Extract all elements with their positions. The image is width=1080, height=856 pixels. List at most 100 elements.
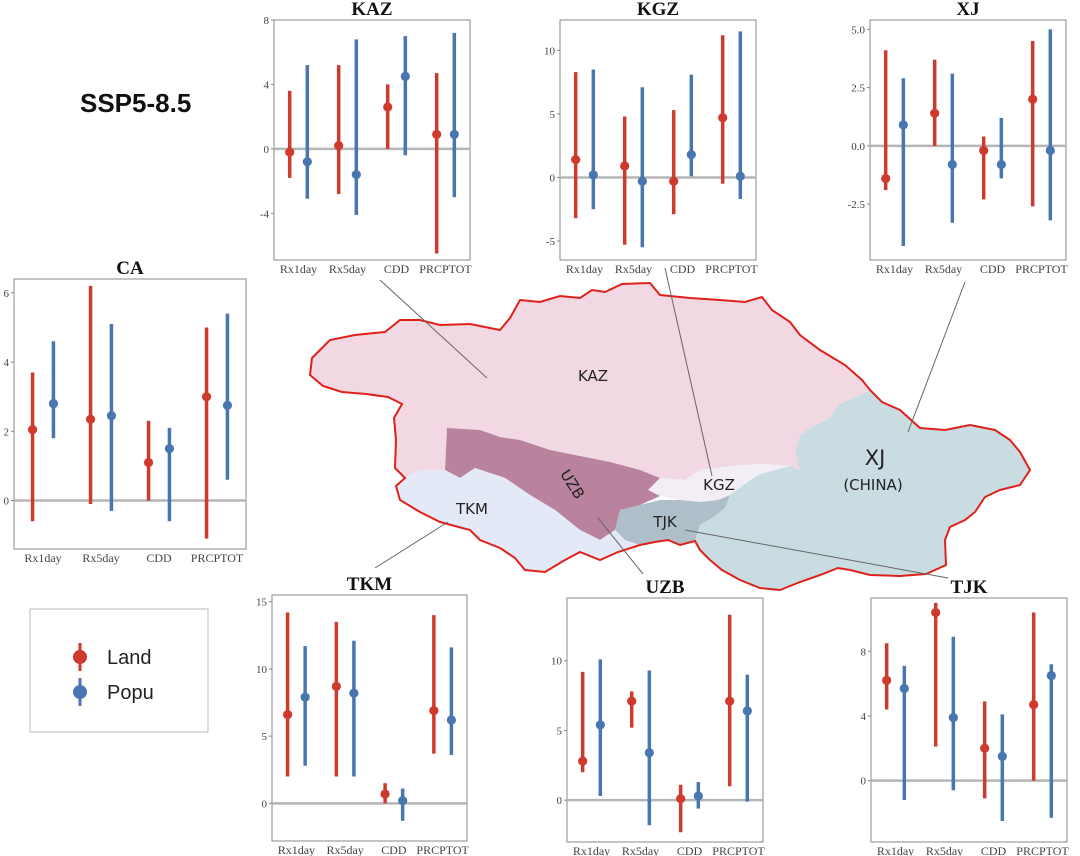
panel-frame-xj <box>869 19 1067 261</box>
panel-frame-uzb <box>566 597 764 843</box>
land-point <box>201 392 212 402</box>
panel-frame-ca <box>13 278 247 550</box>
x-tick-label: Rx1day <box>566 262 603 276</box>
y-tick-label: 0 <box>557 795 563 807</box>
x-tick-label: PRCPTOT <box>705 262 758 276</box>
panel-title-tjk: TJK <box>951 577 988 598</box>
y-tick-label: -2.5 <box>848 199 866 211</box>
y-tick-label: 5 <box>557 725 563 737</box>
x-tick-label: PRCPTOT <box>1015 262 1068 276</box>
x-tick-label: Rx1day <box>280 262 317 276</box>
x-tick-label: CDD <box>980 262 1006 276</box>
x-tick-label: Rx5day <box>329 262 366 276</box>
popu-point <box>300 692 310 702</box>
map-region-kaz <box>310 283 870 480</box>
land-point <box>380 789 390 799</box>
map-region-uzb <box>445 428 660 540</box>
land-point <box>283 710 293 720</box>
popu-point <box>449 129 459 139</box>
map-outer-border <box>308 281 1032 592</box>
panel-tjk: TJK 0 4 8 Rx1day Rx5day CDD PRCPTOT <box>861 577 1070 856</box>
land-point <box>432 129 442 139</box>
popu-point <box>400 71 410 81</box>
map-region-tkm <box>396 468 640 572</box>
land-point <box>669 176 679 186</box>
land-point <box>930 108 940 118</box>
map-region-tjk <box>615 495 730 545</box>
legend-popu-marker <box>73 685 87 699</box>
land-point <box>881 173 891 184</box>
popu-point <box>349 688 359 698</box>
map-label-tkm: TKM <box>455 500 488 518</box>
land-point <box>285 147 295 157</box>
legend: Land Popu <box>29 608 209 733</box>
popu-point <box>644 748 654 758</box>
x-tick-label: CDD <box>670 262 696 276</box>
land-point <box>85 414 96 424</box>
popu-point <box>1046 670 1056 681</box>
y-tick-label: 0.0 <box>851 141 865 153</box>
x-tick-label: CDD <box>381 843 407 856</box>
y-tick-label: 5 <box>262 731 268 743</box>
land-point <box>383 102 393 112</box>
land-point <box>571 155 581 165</box>
y-tick-label: 2.5 <box>851 83 865 95</box>
popu-point <box>637 176 647 186</box>
leader-line-uzb <box>597 517 644 575</box>
panel-title-kaz: KAZ <box>351 0 392 20</box>
popu-point <box>899 683 909 694</box>
land-point <box>1028 94 1038 104</box>
y-tick-label: 5.0 <box>851 24 865 36</box>
y-tick-label: 4 <box>861 711 867 723</box>
y-tick-label: 6 <box>4 288 10 300</box>
x-tick-label: CDD <box>981 844 1007 856</box>
popu-point <box>398 796 408 806</box>
y-tick-label: -4 <box>260 208 270 220</box>
y-tick-label: 2 <box>4 426 10 438</box>
y-tick-label: -5 <box>546 236 556 248</box>
y-tick-label: 0 <box>262 798 268 810</box>
map-label-xj: XJ <box>865 446 886 470</box>
panel-title-tkm: TKM <box>347 574 392 595</box>
popu-point <box>996 159 1006 170</box>
map-region-kgz <box>648 464 790 502</box>
popu-point <box>588 170 598 180</box>
popu-point <box>693 791 703 801</box>
land-point <box>725 696 735 706</box>
land-point <box>882 675 892 686</box>
land-point <box>620 161 630 171</box>
y-tick-label: 10 <box>544 45 556 57</box>
panel-kgz: KGZ -5 0 5 10 Rx1day Rx5day CDD PRCPTOT <box>544 0 758 276</box>
y-tick-label: 0 <box>4 496 10 508</box>
x-tick-label: Rx1day <box>24 551 61 565</box>
map-label-kaz: KAZ <box>578 367 608 385</box>
panel-title-kgz: KGZ <box>637 0 679 20</box>
land-point <box>979 145 989 156</box>
land-point <box>931 607 941 618</box>
x-tick-label: PRCPTOT <box>1016 844 1069 856</box>
land-point <box>334 141 344 151</box>
map-label-xj-sub: (CHINA) <box>843 476 902 494</box>
scenario-label: SSP5-8.5 <box>80 88 191 118</box>
panel-title-xj: XJ <box>956 0 979 20</box>
x-tick-label: Rx5day <box>926 844 963 856</box>
panel-xj: XJ -2.5 0.0 2.5 5.0 Rx1day Rx5day CDD PRCPTOT <box>848 0 1069 276</box>
y-tick-label: 0 <box>550 172 556 184</box>
land-point <box>143 457 154 468</box>
chart-panels: KAZ -4 0 4 8 Rx1day Rx5day CDD PRCPTOT KGZ -5 0 5 10 R… <box>4 0 1070 856</box>
panel-frame-tjk <box>870 597 1068 843</box>
legend-item-land: Land <box>73 643 152 671</box>
x-tick-label: Rx5day <box>622 844 659 856</box>
land-point <box>429 706 439 716</box>
x-tick-label: PRCPTOT <box>416 843 469 856</box>
land-point <box>331 681 341 692</box>
x-tick-label: Rx5day <box>615 262 652 276</box>
leader-line-kaz <box>379 279 488 379</box>
popu-point <box>997 751 1007 761</box>
x-tick-label: CDD <box>677 844 703 856</box>
legend-popu-label: Popu <box>107 682 154 704</box>
leader-line-kgz <box>664 267 713 477</box>
x-tick-label: Rx5day <box>925 262 962 276</box>
y-tick-label: 5 <box>550 109 556 121</box>
